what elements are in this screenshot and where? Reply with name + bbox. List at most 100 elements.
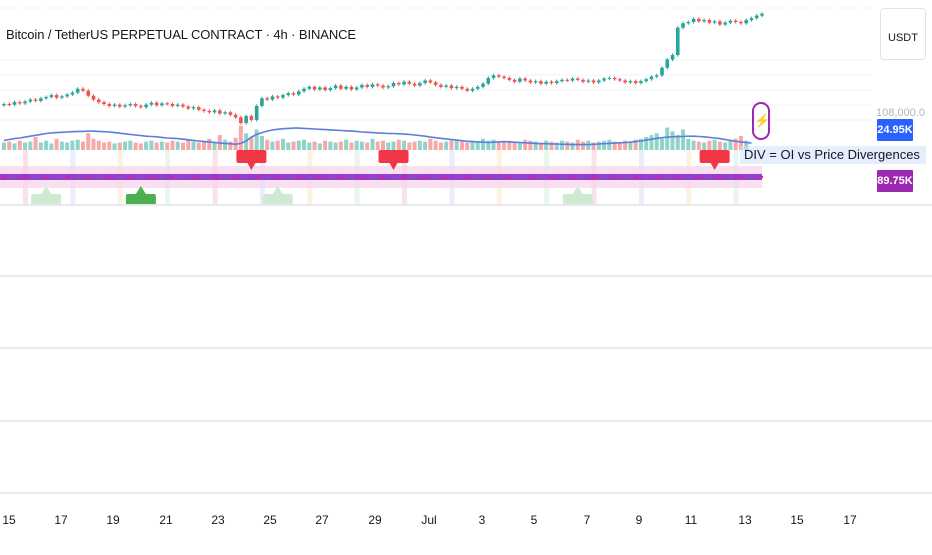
divergence-legend-label: DIV = OI vs Price Divergences <box>740 146 926 164</box>
candle-body <box>418 83 422 86</box>
candle-body <box>260 98 264 106</box>
candle <box>154 101 159 107</box>
candle-body <box>39 98 43 101</box>
candle-body <box>370 84 375 87</box>
candle <box>23 99 27 105</box>
volume-bar <box>228 141 233 150</box>
candle-body <box>244 116 248 124</box>
pane-separator[interactable] <box>0 492 932 494</box>
candle <box>470 87 475 93</box>
volume-bar <box>49 143 54 150</box>
volume-bar <box>170 140 175 150</box>
candle <box>628 79 633 84</box>
candle <box>270 94 275 102</box>
volume-bar <box>723 142 728 150</box>
volume-bar <box>207 138 212 150</box>
candle <box>381 83 385 90</box>
candle-body <box>528 80 533 83</box>
candle-body <box>581 79 585 82</box>
candle-body <box>223 112 227 114</box>
candle-body <box>70 92 75 95</box>
candle <box>312 85 317 91</box>
ribbon-dot <box>687 175 690 179</box>
x-tick-label: 25 <box>263 513 277 527</box>
pane-separator[interactable] <box>0 420 932 422</box>
volume-bar <box>144 141 149 150</box>
symbol-title[interactable]: Bitcoin / TetherUS PERPETUAL CONTRACT · … <box>6 27 356 42</box>
x-tick-label: 15 <box>2 513 16 527</box>
candle-body <box>265 98 269 100</box>
volume-bar <box>328 141 333 150</box>
candle-body <box>333 85 338 89</box>
candle-body <box>365 84 370 87</box>
candle-body <box>439 84 443 87</box>
candle <box>191 105 196 111</box>
candle <box>460 85 464 91</box>
volume-bar <box>696 141 701 150</box>
volume-bar <box>675 135 680 150</box>
candle-body <box>454 86 459 89</box>
ribbon-dot <box>718 175 722 179</box>
ribbon-dot <box>644 175 648 179</box>
bear-marker-arrow <box>389 163 398 170</box>
x-tick-label: 9 <box>635 513 643 527</box>
candle <box>239 115 243 125</box>
volume-bar <box>717 141 722 150</box>
candle <box>670 53 675 62</box>
volume-bars <box>2 125 749 150</box>
candle <box>375 82 380 88</box>
currency-button[interactable]: USDT <box>880 8 926 60</box>
candle-body <box>165 103 169 105</box>
volume-bar <box>381 140 385 150</box>
volume-bar <box>602 140 607 150</box>
ribbon-dot <box>13 175 16 179</box>
candle-body <box>228 112 233 115</box>
candle <box>218 108 222 116</box>
volume-bar <box>712 139 717 150</box>
candle <box>660 66 664 77</box>
volume-bar <box>212 141 217 150</box>
candle <box>33 97 38 103</box>
volume-bar <box>591 142 596 150</box>
ribbon-dot <box>381 175 385 179</box>
ribbon-dot <box>171 175 174 179</box>
candle-body <box>128 104 133 106</box>
candle-body <box>723 22 727 25</box>
candle-body <box>307 86 312 89</box>
candle <box>602 76 606 83</box>
candle <box>349 85 354 91</box>
candle-body <box>149 102 154 105</box>
candle <box>333 83 338 90</box>
candle <box>112 103 117 108</box>
lightning-icon[interactable]: ⚡ <box>752 102 770 140</box>
candle-body <box>75 88 80 93</box>
candle <box>560 78 564 83</box>
volume-bar <box>133 142 138 150</box>
candle-body <box>328 88 333 91</box>
candle <box>691 17 696 24</box>
x-tick-label: 5 <box>530 513 538 527</box>
candle-body <box>644 79 648 82</box>
pane-separator[interactable] <box>0 347 932 349</box>
candle <box>207 109 212 114</box>
candle <box>302 87 306 93</box>
candle <box>739 20 743 25</box>
ribbon-dot <box>476 175 479 179</box>
x-tick-label: 27 <box>315 513 329 527</box>
candle <box>686 20 691 25</box>
volume-bar <box>702 142 707 150</box>
ribbon-dot <box>402 175 406 179</box>
pane-separator[interactable] <box>0 275 932 277</box>
volume-bar <box>407 142 412 150</box>
candle-body <box>523 78 527 81</box>
candle <box>512 78 517 84</box>
pane-separator[interactable] <box>0 204 932 206</box>
volume-bar <box>254 129 259 150</box>
volume-bar <box>565 141 570 150</box>
volume-bar <box>33 136 38 150</box>
candle <box>39 96 43 103</box>
candle <box>597 78 601 84</box>
ribbon-dot <box>602 175 606 179</box>
